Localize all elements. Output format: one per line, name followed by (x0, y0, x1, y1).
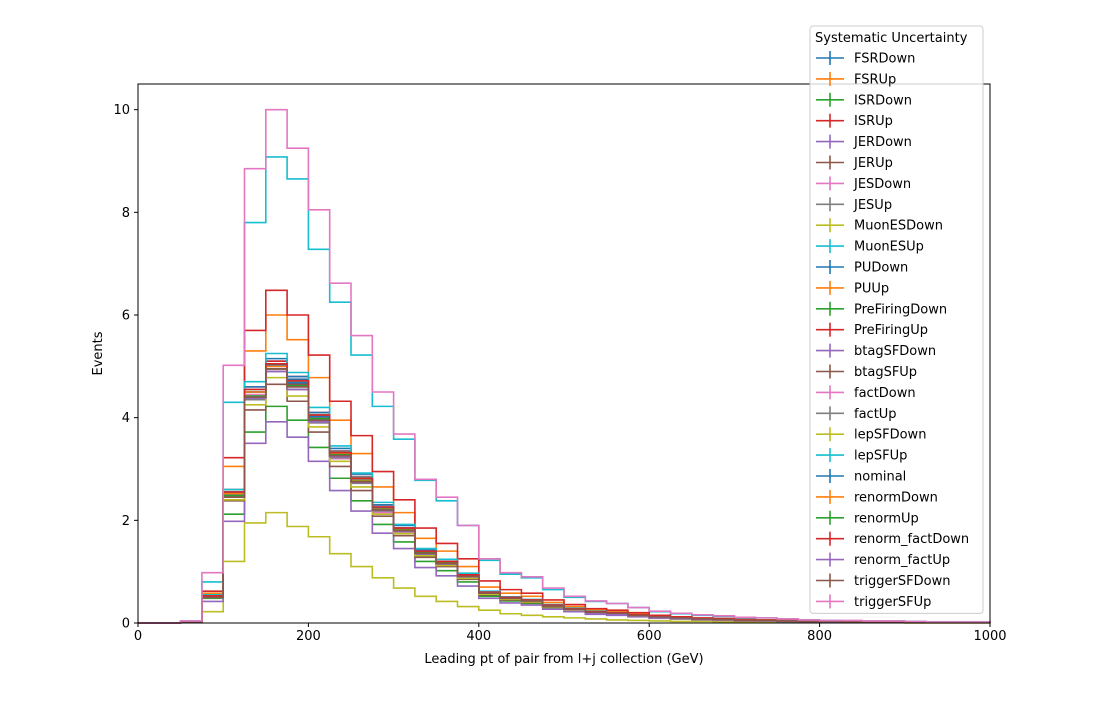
legend-label: btagSFDown (854, 344, 936, 359)
y-axis: 0 2 4 6 8 10 (113, 103, 138, 632)
legend-label: JERDown (853, 135, 912, 150)
legend-item-PreFiringDown: PreFiringDown (816, 301, 947, 317)
legend-label: lepSFUp (854, 449, 907, 464)
legend-item-JERUp: JERUp (816, 155, 893, 171)
legend-label: renorm_factDown (854, 532, 969, 547)
legend-label: factUp (854, 407, 897, 422)
legend-item-PreFiringUp: PreFiringUp (816, 322, 928, 338)
legend-item-renorm_factDown: renorm_factDown (816, 531, 969, 547)
x-axis: 0 200 400 600 800 1000 (134, 623, 1007, 644)
legend-item-ISRDown: ISRDown (816, 92, 912, 108)
legend-item-btagSFUp: btagSFUp (816, 364, 917, 380)
legend-item-factUp: factUp (816, 406, 897, 422)
legend-item-JERDown: JERDown (816, 134, 912, 150)
plot-frame (137, 83, 991, 624)
legend-label: JESDown (853, 177, 911, 192)
legend-item-PUUp: PUUp (816, 280, 889, 296)
legend-item-nominal: nominal (816, 469, 906, 485)
legend-box (809, 25, 984, 614)
legend-label: lepSFDown (854, 428, 926, 443)
legend-label: triggerSFDown (854, 574, 950, 589)
series-line-triggerSFUp (138, 108, 991, 624)
legend-label: PreFiringUp (854, 323, 928, 338)
legend-label: MuonESUp (854, 240, 924, 255)
legend-label: renorm_factUp (854, 553, 950, 568)
legend-label: FSRDown (854, 52, 915, 67)
legend-item-renormUp: renormUp (816, 510, 919, 526)
y-tick-label: 10 (113, 103, 130, 118)
x-tick-label: 1000 (973, 629, 1006, 644)
legend-label: PUDown (854, 261, 908, 276)
legend-item-ISRUp: ISRUp (816, 113, 893, 129)
legend-items: FSRDown FSRUp ISRDown ISRUp JERDown JERUp JESD… (816, 51, 969, 610)
legend-item-FSRUp: FSRUp (816, 71, 896, 87)
legend-item-lepSFDown: lepSFDown (816, 427, 926, 443)
y-tick-label: 8 (122, 206, 130, 221)
legend-label: JESUp (853, 198, 892, 213)
legend-title: Systematic Uncertainty (815, 31, 968, 46)
legend-item-triggerSFUp: triggerSFUp (816, 594, 931, 610)
x-axis-label: Leading pt of pair from l+j collection (… (424, 652, 703, 667)
legend-label: PreFiringDown (854, 302, 947, 317)
y-tick-label: 6 (122, 309, 130, 324)
legend-label: factDown (854, 386, 916, 401)
x-tick-label: 0 (134, 629, 142, 644)
legend-item-JESDown: JESDown (816, 176, 911, 192)
x-tick-label: 200 (296, 629, 321, 644)
legend-item-FSRDown: FSRDown (816, 51, 915, 67)
legend-label: triggerSFUp (854, 595, 931, 610)
legend-label: ISRDown (854, 93, 912, 108)
series-line-MuonESDown (138, 511, 990, 624)
y-tick-label: 2 (122, 514, 130, 529)
x-tick-label: 800 (807, 629, 832, 644)
legend: Systematic Uncertainty FSRDown FSRUp ISRDo… (809, 25, 984, 614)
legend-item-MuonESUp: MuonESUp (816, 239, 924, 255)
legend-label: btagSFUp (854, 365, 917, 380)
legend-label: ISRUp (854, 114, 893, 129)
y-tick-label: 4 (122, 411, 130, 426)
legend-label: FSRUp (854, 72, 896, 87)
y-axis-label: Events (91, 331, 106, 375)
legend-item-PUDown: PUDown (816, 260, 908, 276)
x-tick-label: 600 (637, 629, 662, 644)
legend-item-factDown: factDown (816, 385, 916, 401)
legend-item-JESUp: JESUp (816, 197, 892, 213)
legend-label: PUUp (854, 281, 889, 296)
legend-item-lepSFUp: lepSFUp (816, 448, 907, 464)
legend-label: MuonESDown (854, 219, 943, 234)
series-layer (138, 108, 991, 624)
legend-label: renormUp (854, 511, 919, 526)
legend-item-btagSFDown: btagSFDown (816, 343, 936, 359)
x-tick-label: 400 (466, 629, 491, 644)
legend-label: nominal (854, 470, 906, 485)
legend-item-renormDown: renormDown (816, 489, 938, 505)
y-tick-label: 0 (122, 617, 130, 632)
legend-label: JERUp (853, 156, 893, 171)
legend-label: renormDown (854, 490, 938, 505)
series-line-triggerSFDown (138, 368, 991, 624)
legend-item-renorm_factUp: renorm_factUp (816, 552, 950, 568)
legend-item-triggerSFDown: triggerSFDown (816, 573, 950, 589)
legend-item-MuonESDown: MuonESDown (816, 218, 943, 234)
